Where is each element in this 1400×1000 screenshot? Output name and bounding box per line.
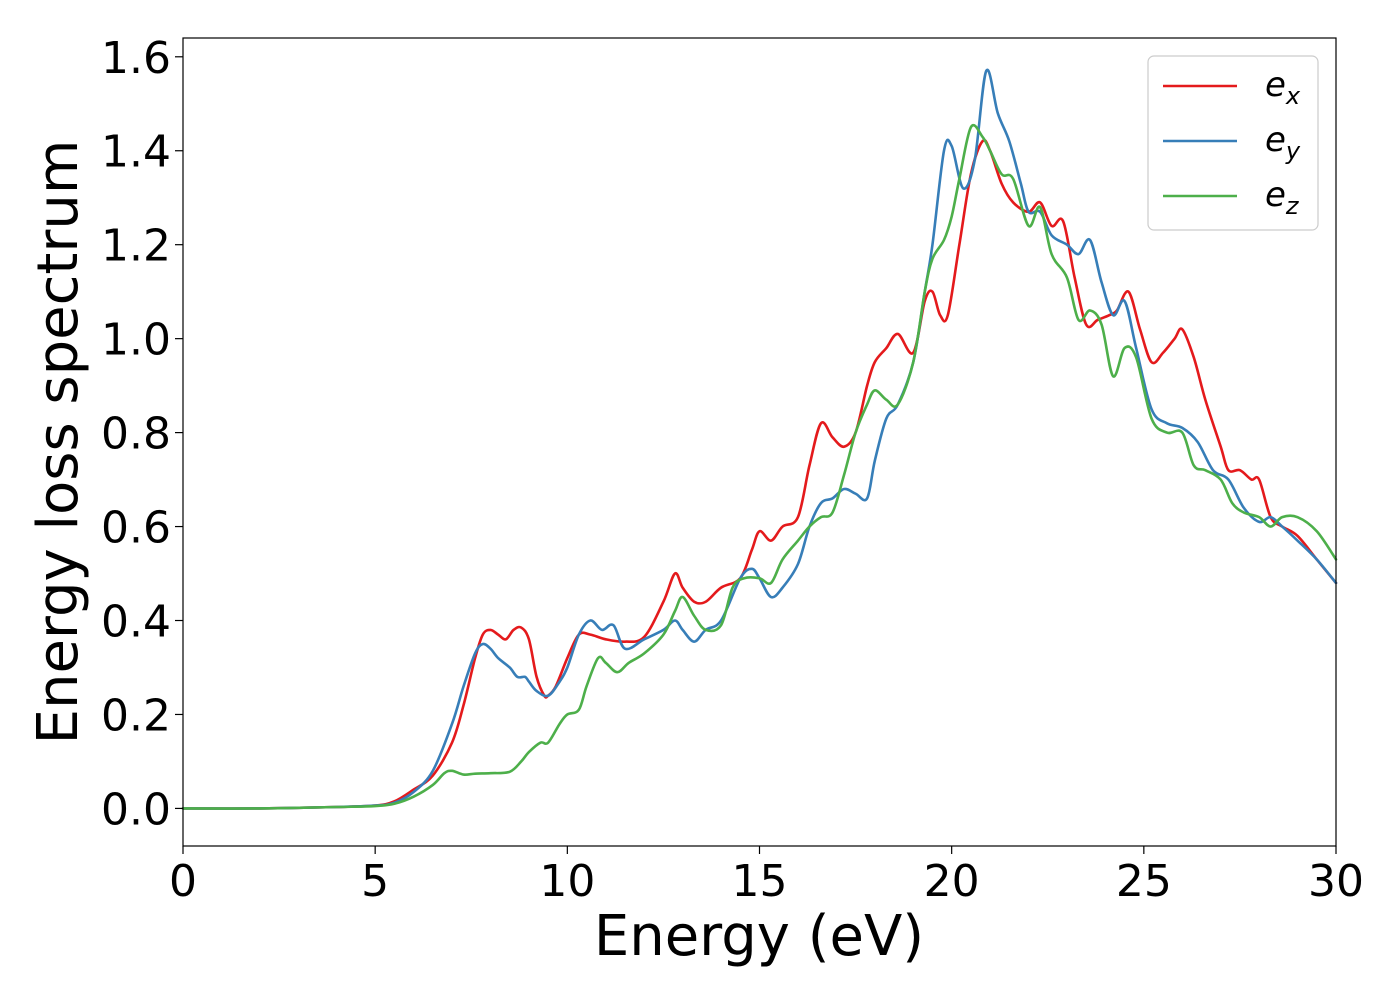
y-tick-label: 0.8	[101, 409, 171, 460]
y-tick-label: 0.2	[101, 690, 171, 741]
series-layer	[181, 68, 1338, 810]
legend-box	[1147, 55, 1319, 231]
x-tick-label: 20	[924, 856, 980, 907]
legend-items: ex ey ez	[1163, 65, 1301, 220]
series-line-x	[181, 138, 1338, 810]
x-tick-label: 0	[169, 856, 197, 907]
y-tick-label: 1.4	[101, 127, 171, 178]
x-axis-ticks: 0 5 10 15 20 25 30	[169, 846, 1364, 907]
y-tick-label: 0.6	[101, 503, 171, 554]
y-axis-ticks: 0.0 0.2 0.4 0.6 0.8 1.0 1.2 1.4 1.6	[101, 33, 183, 835]
legend: ex ey ez	[1147, 55, 1319, 231]
x-tick-label: 25	[1116, 856, 1172, 907]
legend-label-y: ey	[1265, 120, 1301, 165]
y-axis-label: Energy loss spectrum	[26, 140, 91, 745]
x-tick-label: 5	[361, 856, 389, 907]
legend-label-x: ex	[1265, 65, 1301, 110]
series-line-z	[181, 123, 1338, 810]
y-tick-label: 1.2	[101, 221, 171, 272]
x-tick-label: 15	[732, 856, 788, 907]
y-tick-label: 0.0	[101, 784, 171, 835]
legend-label-z: ez	[1265, 175, 1300, 220]
x-tick-label: 30	[1308, 856, 1364, 907]
y-tick-label: 1.0	[101, 315, 171, 366]
series-line-y	[181, 68, 1338, 810]
y-tick-label: 0.4	[101, 597, 171, 648]
x-tick-label: 10	[539, 856, 595, 907]
x-axis-label: Energy (eV)	[594, 904, 924, 969]
y-tick-label: 1.6	[101, 33, 171, 84]
